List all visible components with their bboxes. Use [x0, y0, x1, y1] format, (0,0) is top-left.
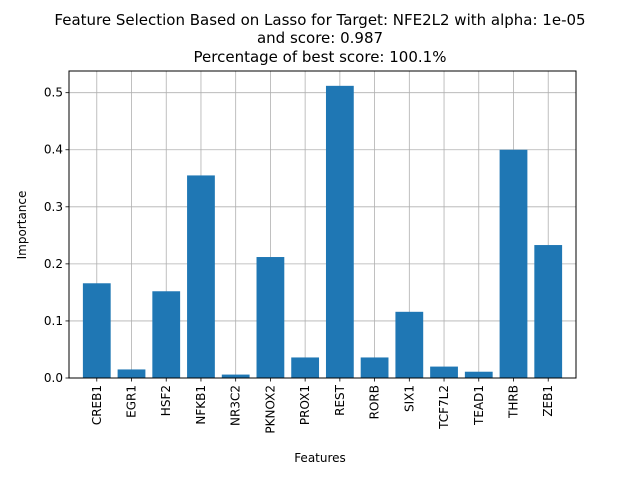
x-tick-label: PROX1 — [298, 385, 312, 425]
x-tick-label: THRB — [506, 385, 520, 419]
y-tick-label: 0.2 — [44, 257, 63, 271]
chart-title: Feature Selection Based on Lasso for Tar… — [54, 11, 585, 66]
bar-six1 — [395, 311, 424, 378]
y-tick-label: 0.0 — [44, 371, 63, 385]
x-tick-label: RORB — [368, 385, 382, 419]
x-tick-label: NFKB1 — [194, 385, 208, 425]
bar-hsf2 — [152, 291, 181, 378]
x-tick-label: ZEB1 — [541, 385, 555, 417]
bar-nfkb1 — [187, 175, 215, 378]
y-tick-label: 0.5 — [44, 86, 63, 100]
chart-title-line-1: Feature Selection Based on Lasso for Tar… — [54, 11, 585, 29]
bar-rest — [325, 85, 354, 379]
bar-thrb — [499, 149, 528, 378]
bar-tead1 — [464, 371, 493, 378]
x-axis-label: Features — [294, 451, 346, 465]
bar-nr3c2 — [221, 374, 250, 378]
x-tick-label: EGR1 — [125, 385, 139, 418]
bar-egr1 — [117, 369, 146, 378]
bar-prox1 — [291, 357, 320, 378]
x-tick-label: REST — [333, 384, 347, 416]
x-tick-label: CREB1 — [90, 385, 104, 425]
axis-ticks: 0.0 0.1 0.2 0.3 0.4 0.5 CREB1 EGR1 HSF2 NFKB1 NR3C… — [44, 86, 555, 434]
y-axis-label: Importance — [15, 191, 29, 260]
bars — [82, 85, 563, 379]
plot-area-frame — [68, 70, 577, 379]
bar-rorb — [360, 357, 389, 378]
y-tick-label: 0.4 — [44, 143, 63, 157]
bar-creb1 — [82, 283, 111, 378]
y-tick-label: 0.1 — [44, 314, 63, 328]
x-tick-label: PKNOX2 — [263, 385, 277, 434]
bar-tcf7l2 — [430, 366, 458, 378]
x-tick-label: SIX1 — [402, 385, 416, 412]
chart-title-line-2: and score: 0.987 — [257, 29, 383, 47]
chart-title-line-3: Percentage of best score: 100.1% — [194, 48, 447, 66]
x-tick-label: TCF7L2 — [437, 385, 451, 430]
x-tick-label: HSF2 — [159, 385, 173, 416]
x-tick-label: NR3C2 — [229, 385, 243, 426]
y-tick-label: 0.3 — [44, 200, 63, 214]
bar-zeb1 — [534, 245, 563, 378]
bar-pknox2 — [256, 257, 285, 378]
x-tick-label: TEAD1 — [472, 385, 486, 426]
